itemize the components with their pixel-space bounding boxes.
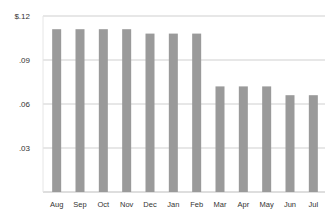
x-tick-label: Jul: [309, 200, 319, 209]
x-tick-label: May: [260, 200, 274, 209]
chart-container: .03 .06 .09 $.12 Aug Sep Oct Nov Dec Jan Feb Mar Apr…: [0, 0, 327, 212]
bar: [216, 86, 225, 192]
bar: [286, 95, 295, 192]
x-tick-label: Aug: [50, 200, 63, 209]
bars: [52, 29, 318, 192]
bar: [99, 29, 108, 192]
grid-line: [43, 148, 325, 149]
chart-svg: .03 .06 .09 $.12 Aug Sep Oct Nov Dec Jan Feb Mar Apr…: [0, 0, 327, 212]
grid-line: [43, 104, 325, 105]
y-axis-line: [43, 16, 44, 192]
x-tick-label: Jun: [284, 200, 296, 209]
y-tick-label: .09: [19, 56, 31, 65]
bar: [122, 29, 131, 192]
x-tick-label: Mar: [214, 200, 227, 209]
bar: [309, 95, 318, 192]
bar: [239, 86, 248, 192]
grid-line: [43, 16, 325, 17]
x-tick-label: Apr: [237, 200, 249, 209]
bar: [52, 29, 61, 192]
grid-line: [43, 60, 325, 61]
bar: [76, 29, 85, 192]
x-tick-label: Nov: [120, 200, 134, 209]
x-tick-label: Sep: [73, 200, 86, 209]
x-tick-label: Jan: [167, 200, 179, 209]
bar: [146, 34, 155, 192]
x-axis-line: [43, 192, 325, 193]
bar: [192, 34, 201, 192]
x-tick-label: Oct: [97, 200, 110, 209]
bar: [169, 34, 178, 192]
y-tick-label: .03: [19, 144, 31, 153]
y-tick-label: $.12: [14, 12, 30, 21]
x-tick-label: Dec: [143, 200, 157, 209]
y-tick-label: .06: [19, 100, 31, 109]
x-tick-label: Feb: [190, 200, 203, 209]
bar: [262, 86, 271, 192]
